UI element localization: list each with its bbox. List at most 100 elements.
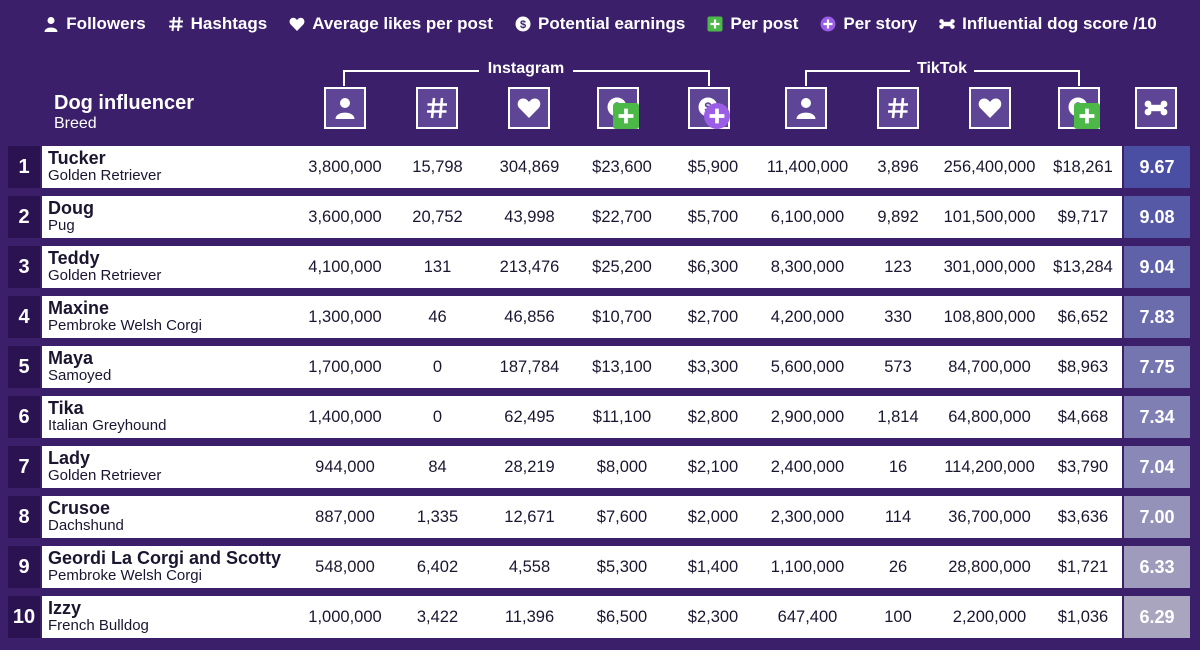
cell-tt-hashtags: 1,814 [877, 407, 919, 426]
legend-avg-likes: Average likes per post [289, 14, 493, 34]
cell-ig-hashtags: 6,402 [416, 557, 459, 576]
col-ig-hashtags-header [416, 87, 458, 129]
legend: Followers Hashtags Average likes per pos… [0, 0, 1200, 48]
header-subtitle: Breed [54, 115, 97, 132]
cell-ig-likes: 28,219 [504, 457, 555, 476]
cell-ig-likes: 12,671 [504, 507, 555, 526]
cell-ig-per-post: $11,100 [592, 407, 652, 426]
legend-per-story: Per story [820, 14, 917, 34]
cell-ig-per-post: $25,200 [592, 257, 652, 276]
legend-avg-likes-label: Average likes per post [312, 14, 493, 33]
table-row: 4 Maxine Pembroke Welsh Corgi 1,300,000 46 46… [0, 296, 1200, 338]
cell-tt-followers: 5,600,000 [770, 357, 845, 376]
cell-ig-per-story: $2,700 [687, 307, 739, 326]
cell-ig-followers: 1,400,000 [308, 407, 382, 426]
table-row: 8 Crusoe Dachshund 887,000 1,335 12,671 $7,600… [0, 496, 1200, 538]
legend-potential-earnings-label: Potential earnings [537, 14, 686, 33]
cell-ig-per-story: $5,900 [687, 157, 739, 176]
cell-ig-followers: 1,700,000 [308, 357, 382, 376]
legend-score-label: Influential dog score /10 [962, 14, 1157, 33]
cell-tt-followers: 11,400,000 [766, 157, 849, 176]
cell-tt-per-post: $9,717 [1057, 207, 1109, 226]
legend-per-post: Per post [707, 14, 798, 34]
instagram-group-label: Instagram [487, 60, 565, 77]
col-ig-followers-header [324, 87, 366, 129]
table-row: 7 Lady Golden Retriever 944,000 84 28,219 $8,0… [0, 446, 1200, 488]
dog-breed: Samoyed [48, 367, 112, 384]
cell-tt-per-post: $3,790 [1057, 457, 1109, 476]
legend-followers: Followers [43, 14, 146, 34]
cell-tt-followers: 2,300,000 [770, 507, 845, 526]
dog-name: Maya [48, 348, 94, 368]
dog-name: Geordi La Corgi and Scotty [48, 548, 282, 568]
rank-number: 10 [8, 596, 40, 638]
cell-tt-per-post: $1,721 [1057, 557, 1109, 576]
table-row: 5 Maya Samoyed 1,700,000 0 187,784 $13,100 $3,3… [0, 346, 1200, 388]
dog-breed: Italian Greyhound [48, 417, 167, 434]
person-icon [335, 98, 355, 119]
dog-name: Crusoe [48, 498, 111, 518]
cell-tt-likes: 28,800,000 [948, 557, 1031, 576]
cell-tt-followers: 4,200,000 [770, 307, 845, 326]
dollar-coin-icon: $ [515, 16, 531, 32]
score-cell: 7.75 [1124, 346, 1190, 388]
dog-name: Tucker [48, 148, 106, 168]
row-background [42, 446, 1122, 488]
hashtag-icon [168, 16, 184, 32]
heart-icon [978, 98, 1002, 118]
legend-per-post-label: Per post [730, 14, 799, 33]
cell-ig-per-post: $13,100 [592, 357, 652, 376]
table-header-title: Dog influencer Breed [54, 92, 194, 134]
purple-plus-circle-icon [704, 103, 730, 129]
cell-ig-likes: 46,856 [504, 307, 555, 326]
cell-tt-likes: 108,800,000 [943, 307, 1036, 326]
col-ig-likes-header [508, 87, 550, 129]
cell-tt-followers: 2,400,000 [770, 457, 845, 476]
tiktok-group-label: TikTok [916, 60, 968, 77]
cell-ig-hashtags: 0 [432, 357, 443, 376]
cell-ig-likes: 43,998 [504, 207, 555, 226]
cell-ig-per-story: $6,300 [687, 257, 739, 276]
cell-tt-hashtags: 26 [888, 557, 908, 576]
dog-name: Maxine [48, 298, 110, 318]
col-tt-hashtags-header [877, 87, 919, 129]
cell-tt-likes: 84,700,000 [948, 357, 1031, 376]
cell-tt-per-post: $4,668 [1057, 407, 1109, 426]
header-title: Dog influencer [54, 92, 195, 114]
cell-ig-hashtags: 84 [428, 457, 447, 476]
bone-icon [939, 16, 955, 32]
dog-name: Tika [48, 398, 84, 418]
score-cell: 9.67 [1124, 146, 1190, 188]
dog-name: Doug [48, 198, 94, 218]
score-cell: 7.83 [1124, 296, 1190, 338]
row-background [42, 296, 1122, 338]
heart-icon [517, 98, 541, 118]
dog-breed: Pembroke Welsh Corgi [48, 317, 202, 334]
cell-ig-per-story: $2,300 [687, 607, 739, 626]
cell-tt-hashtags: 330 [884, 307, 912, 326]
cell-ig-hashtags: 131 [423, 257, 452, 276]
cell-ig-followers: 944,000 [315, 457, 375, 476]
cell-ig-hashtags: 46 [428, 307, 447, 326]
cell-ig-hashtags: 3,422 [416, 607, 459, 626]
cell-tt-followers: 2,900,000 [770, 407, 845, 426]
cell-ig-likes: 187,784 [499, 357, 560, 376]
hashtag-icon [888, 97, 908, 119]
cell-tt-followers: 1,100,000 [770, 557, 845, 576]
dog-breed: Pembroke Welsh Corgi [48, 567, 202, 584]
cell-ig-likes: 304,869 [499, 157, 560, 176]
purple-plus-circle-icon [820, 16, 836, 32]
instagram-bracket-gap [479, 66, 573, 74]
dog-name: Teddy [48, 248, 100, 268]
cell-ig-per-story: $2,100 [687, 457, 739, 476]
svg-text:$: $ [520, 19, 526, 31]
legend-followers-label: Followers [66, 14, 146, 33]
cell-tt-likes: 2,200,000 [952, 607, 1027, 626]
cell-tt-per-post: $8,963 [1057, 357, 1109, 376]
cell-tt-hashtags: 114 [884, 507, 912, 526]
cell-ig-likes: 11,396 [504, 607, 555, 626]
rank-number: 7 [8, 446, 40, 488]
score-cell: 7.00 [1124, 496, 1190, 538]
cell-tt-followers: 8,300,000 [770, 257, 845, 276]
cell-tt-per-post: $3,636 [1057, 507, 1109, 526]
